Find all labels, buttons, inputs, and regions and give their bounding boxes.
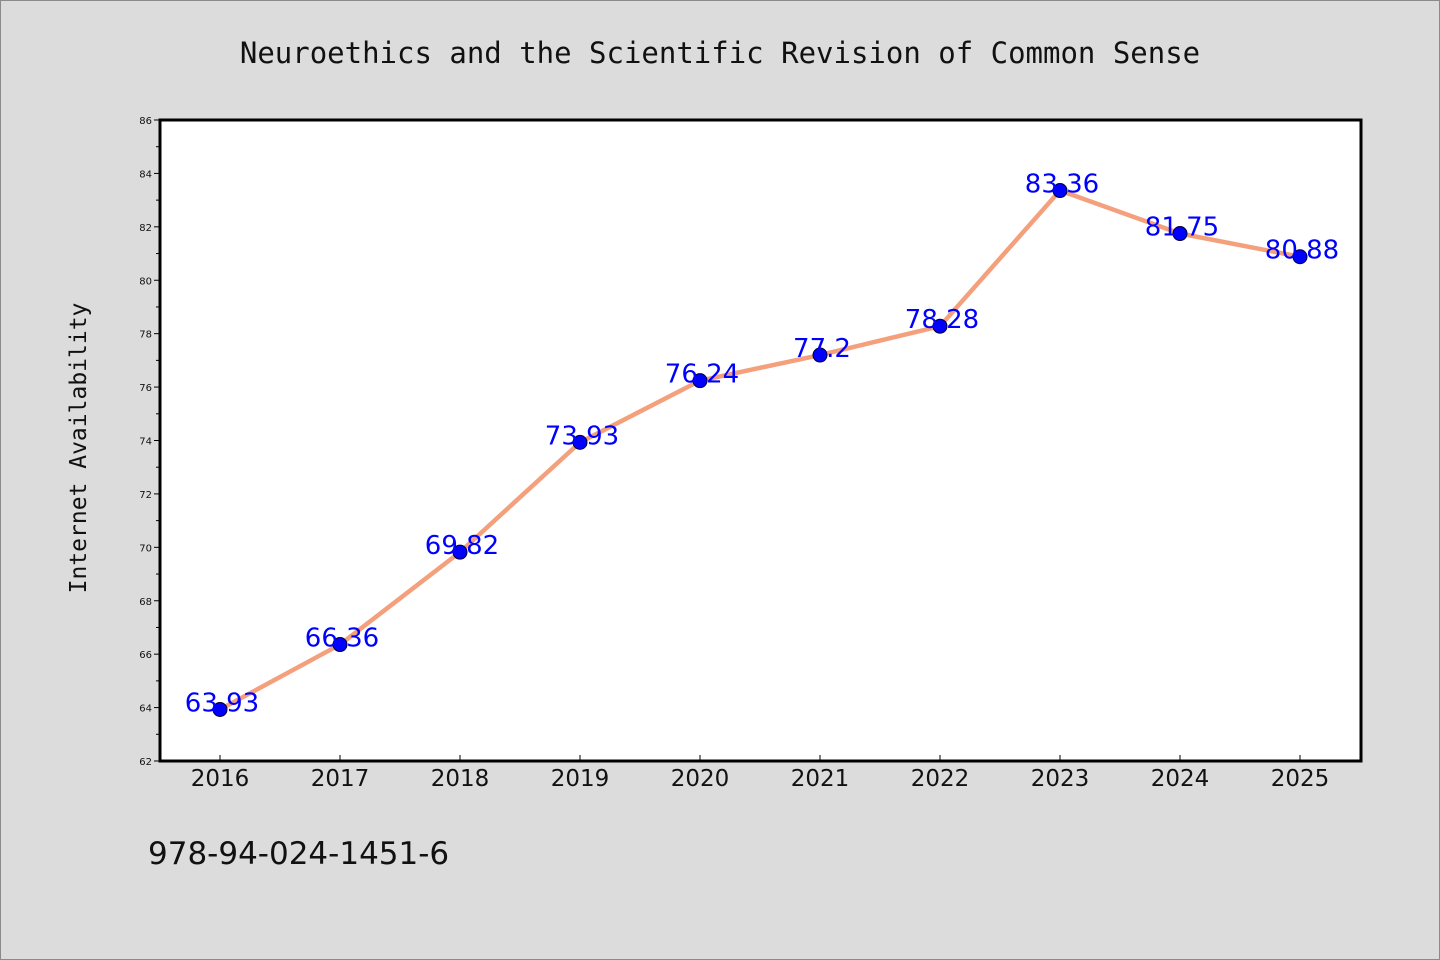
y-tick-label: 82 xyxy=(139,223,152,234)
marker-layer xyxy=(212,183,1308,717)
x-tick-label: 2022 xyxy=(911,766,970,792)
data-label: 63.93 xyxy=(185,688,259,718)
data-label: 77.2 xyxy=(793,334,851,364)
x-tick-label: 2020 xyxy=(671,766,730,792)
data-label: 83.36 xyxy=(1025,170,1099,200)
data-point xyxy=(332,637,348,653)
series-line xyxy=(217,188,1303,712)
data-point xyxy=(1292,249,1308,265)
label-layer: 63.93 66.36 69.82 73.93 76.24 77.2 78.28 83.36 8… xyxy=(185,170,1339,719)
x-tick-label: 2019 xyxy=(551,766,610,792)
x-tick-label: 2017 xyxy=(311,766,370,792)
y-tick-label: 76 xyxy=(139,383,152,394)
data-label: 73.93 xyxy=(545,421,619,451)
x-tick-label: 2024 xyxy=(1151,766,1210,792)
y-tick-label: 68 xyxy=(139,597,152,608)
y-tick-label: 84 xyxy=(139,169,152,180)
data-label: 80.88 xyxy=(1265,236,1339,266)
y-tick-label: 78 xyxy=(139,330,152,341)
y-tick-label: 70 xyxy=(139,543,152,554)
data-point xyxy=(572,434,588,450)
data-point xyxy=(932,318,948,334)
data-point xyxy=(1052,183,1068,199)
chart-title: Neuroethics and the Scientific Revision … xyxy=(240,36,1200,70)
x-tick-label: 2023 xyxy=(1031,766,1090,792)
data-point xyxy=(692,373,708,389)
isbn-label: 978-94-024-1451-6 xyxy=(148,836,449,872)
data-point xyxy=(212,701,228,717)
y-tick-label: 74 xyxy=(139,437,152,448)
data-point xyxy=(1172,226,1188,242)
y-tick-label: 66 xyxy=(139,650,152,661)
y-tick-label: 80 xyxy=(139,276,152,287)
axis-layer: 62 64 66 68 70 72 74 76 78 80 82 84 86 2016 2017 2018 20… xyxy=(139,116,1329,792)
x-tick-label: 2016 xyxy=(191,766,250,792)
data-label: 66.36 xyxy=(305,624,379,654)
x-tick-label: 2021 xyxy=(791,766,850,792)
data-label: 78.28 xyxy=(905,305,979,335)
y-axis-label: Internet Availability xyxy=(66,303,92,594)
data-label: 76.24 xyxy=(665,360,739,390)
x-tick-label: 2025 xyxy=(1271,766,1330,792)
data-label: 81.75 xyxy=(1145,213,1219,243)
data-point xyxy=(452,544,468,560)
y-tick-label: 64 xyxy=(139,704,152,715)
y-tick-label: 72 xyxy=(139,490,152,501)
data-label: 69.82 xyxy=(425,531,499,561)
x-tick-label: 2018 xyxy=(431,766,490,792)
y-tick-label: 86 xyxy=(139,116,152,127)
y-tick-label: 62 xyxy=(139,757,152,768)
plot-frame xyxy=(158,118,1363,763)
data-point xyxy=(812,347,828,363)
